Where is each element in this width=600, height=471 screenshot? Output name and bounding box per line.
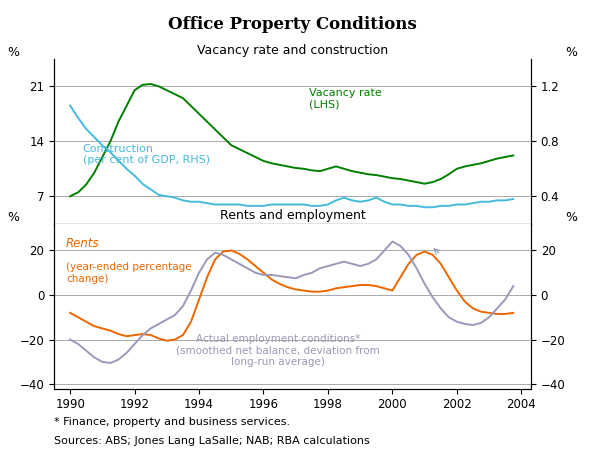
Text: %: % [566, 46, 578, 59]
Text: (year-ended percentage
change): (year-ended percentage change) [66, 262, 191, 284]
Text: %: % [7, 211, 19, 224]
Text: Actual employment conditions*
(smoothed net balance, deviation from
long-run ave: Actual employment conditions* (smoothed … [176, 334, 380, 367]
Text: %: % [566, 211, 578, 224]
Text: * Finance, property and business services.: * Finance, property and business service… [54, 417, 290, 427]
Text: Construction
(per cent of GDP, RHS): Construction (per cent of GDP, RHS) [83, 144, 210, 165]
Text: Sources: ABS; Jones Lang LaSalle; NAB; RBA calculations: Sources: ABS; Jones Lang LaSalle; NAB; R… [54, 436, 370, 446]
Text: Vacancy rate
(LHS): Vacancy rate (LHS) [309, 88, 382, 109]
Text: Rents and employment: Rents and employment [220, 209, 365, 222]
Text: Office Property Conditions: Office Property Conditions [168, 16, 416, 33]
Text: Rents: Rents [66, 237, 100, 250]
Text: %: % [7, 46, 19, 59]
Text: Vacancy rate and construction: Vacancy rate and construction [197, 44, 388, 57]
